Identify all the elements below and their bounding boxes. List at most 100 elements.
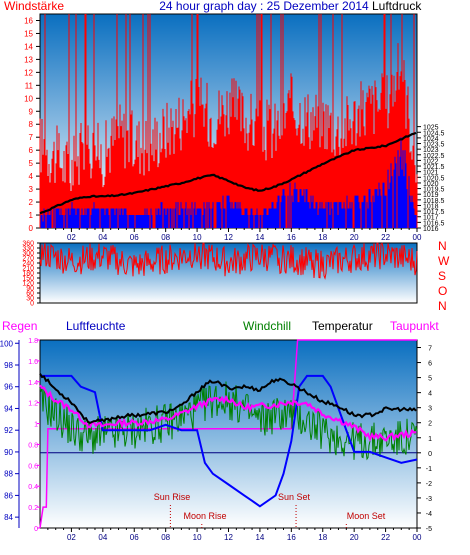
direction-line xyxy=(39,242,418,280)
pressure-tick-label: 1018.5 xyxy=(423,198,445,205)
sun-set-label: Sun Set xyxy=(278,492,311,502)
pressure-tick-label: 1024.5 xyxy=(423,130,445,137)
wind-tick-label: 16 xyxy=(24,16,33,25)
direction-tick-label: 150 xyxy=(22,276,34,283)
temperature-legend: Temperatur xyxy=(312,319,373,333)
pressure-tick-label: 1024 xyxy=(423,136,439,143)
moon-rise-label: Moon Rise xyxy=(183,511,226,521)
humidity-tick-label: 98 xyxy=(4,361,13,370)
x-tick-label: 06 xyxy=(130,533,139,542)
windchill-line xyxy=(39,381,418,461)
x-tick-label: 22 xyxy=(381,533,390,542)
rain-tick-label: 0.2 xyxy=(28,505,38,512)
gust-bars xyxy=(40,137,417,228)
pressure-tick-label: 1019.5 xyxy=(423,187,445,194)
temperature-axis-ticks: -5 -4 -3 -2 -1 0 1 2 3 4 5 6 7 xyxy=(417,346,432,533)
compass-label: N xyxy=(438,239,447,253)
wind-tick-label: 10 xyxy=(24,94,33,103)
pressure-tick-label: 1021 xyxy=(423,170,439,177)
x-tick-label: 12 xyxy=(224,533,233,542)
direction-tick-label: 240 xyxy=(22,261,34,268)
pressure-tick-label: 1016 xyxy=(423,226,439,233)
wind-tick-label: 4 xyxy=(29,172,34,181)
wind-tick-label: 2 xyxy=(29,198,34,207)
wind-tick-label: 5 xyxy=(29,159,34,168)
temperature-line xyxy=(39,373,417,424)
x-tick-label: 04 xyxy=(98,233,107,242)
direction-tick-label: 180 xyxy=(22,271,34,278)
rain-tick-label: 0.4 xyxy=(28,484,38,491)
temp-tick-label: 3 xyxy=(428,406,432,413)
x-tick-label: 00 xyxy=(413,233,422,242)
rain-tick-label: 1.8 xyxy=(28,338,38,345)
x-tick-label: 20 xyxy=(350,533,359,542)
wind-tick-label: 14 xyxy=(24,42,33,51)
humidity-line xyxy=(40,374,418,508)
pressure-tick-label: 1025 xyxy=(423,125,439,132)
pressure-tick-label: 1020 xyxy=(423,181,439,188)
x-tick-label: 16 xyxy=(287,533,296,542)
wind-tick-label: 12 xyxy=(24,68,33,77)
temp-tick-label: -4 xyxy=(426,511,432,518)
direction-tick-label: 0 xyxy=(30,301,34,308)
wind-tick-label: 7 xyxy=(29,133,34,142)
astro-markers xyxy=(169,505,347,528)
x-tick-label: 00 xyxy=(413,533,422,542)
wind-tick-label: 8 xyxy=(29,120,34,129)
x-tick-label: 06 xyxy=(130,233,139,242)
pressure-line xyxy=(39,131,417,215)
temp-tick-label: 5 xyxy=(428,376,432,383)
temp-tick-label: 6 xyxy=(428,361,432,368)
pressure-tick-label: 1022.5 xyxy=(423,153,445,160)
rain-tick-label: 1 xyxy=(34,422,38,429)
pressure-axis-title: Luftdruck xyxy=(372,0,422,13)
direction-tick-label: 120 xyxy=(22,281,34,288)
pressure-tick-label: 1021.5 xyxy=(423,164,445,171)
direction-tick-label: 30 xyxy=(26,296,34,303)
rain-tick-label: 1.4 xyxy=(28,380,38,387)
x-tick-label: 18 xyxy=(318,533,327,542)
dewpoint-line xyxy=(39,384,417,442)
dewpoint-legend: Taupunkt xyxy=(390,319,439,333)
rain-tick-label: 0 xyxy=(34,526,38,533)
temp-tick-label: 2 xyxy=(428,421,432,428)
rain-tick-label: 0.6 xyxy=(28,463,38,470)
pressure-tick-label: 1017.5 xyxy=(423,209,445,216)
x-tick-label: 04 xyxy=(98,533,107,542)
temp-tick-label: 1 xyxy=(428,436,432,443)
direction-tick-label: 210 xyxy=(22,266,34,273)
direction-tick-label: 90 xyxy=(26,286,34,293)
rain-axis-ticks: 0 0.2 0.4 0.6 0.8 1 1.2 1.4 1.6 1.8 xyxy=(28,338,40,533)
temp-tick-label: -3 xyxy=(426,496,432,503)
wind-tick-label: 9 xyxy=(29,107,34,116)
wind-tick-label: 1 xyxy=(29,211,34,220)
wind-tick-label: 15 xyxy=(24,29,33,38)
wind-tick-label: 11 xyxy=(25,81,34,90)
rain-axis-title: Regen xyxy=(2,319,37,333)
humidity-tick-label: 100 xyxy=(0,339,14,348)
x-tick-label: 14 xyxy=(255,233,264,242)
humidity-tick-label: 86 xyxy=(4,491,13,500)
wind-tick-label: 6 xyxy=(29,146,34,155)
humidity-tick-label: 84 xyxy=(4,513,13,522)
x-tick-label: 14 xyxy=(255,533,264,542)
rain-line xyxy=(39,339,417,529)
x-axis-ticks-bottom: 02 04 06 08 10 12 14 16 18 20 22 00 xyxy=(47,528,422,542)
direction-tick-label: 270 xyxy=(22,256,34,263)
pressure-tick-label: 1023 xyxy=(423,147,439,154)
pressure-tick-label: 1023.5 xyxy=(423,142,445,149)
temp-tick-label: 4 xyxy=(428,391,432,398)
wind-series xyxy=(39,14,418,228)
temp-tick-label: -2 xyxy=(426,481,432,488)
page-title: 24 hour graph day : 25 Dezember 2014 xyxy=(159,0,369,13)
windchill-legend: Windchill xyxy=(243,319,291,333)
x-tick-label: 16 xyxy=(287,233,296,242)
rain-tick-label: 1.6 xyxy=(28,359,38,366)
temp-tick-label: -1 xyxy=(426,466,432,473)
wind-direction-plot-area xyxy=(39,242,418,304)
temperature-plot-area xyxy=(39,339,418,529)
